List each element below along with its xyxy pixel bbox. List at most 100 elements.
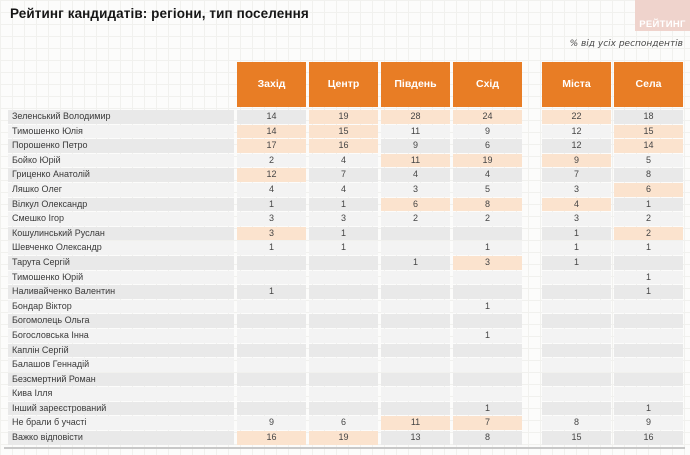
value-cell: 16 xyxy=(237,431,306,445)
value-cell: 1 xyxy=(614,241,683,255)
value-cell: 1 xyxy=(542,226,611,241)
value-cell: 1 xyxy=(453,241,522,255)
value-cell: 3 xyxy=(453,255,522,270)
value-cell: 17 xyxy=(237,139,306,153)
value-cell: 3 xyxy=(542,182,611,197)
value-cell xyxy=(614,358,683,372)
column-gap-cell xyxy=(525,402,539,416)
value-cell xyxy=(614,387,683,401)
candidate-name-cell: Каплін Сергій xyxy=(8,343,234,358)
value-cell: 3 xyxy=(381,182,450,197)
header-gap-spacer xyxy=(525,62,539,107)
column-gap-cell xyxy=(525,285,539,299)
column-gap-cell xyxy=(525,431,539,445)
candidate-name-cell: Балашов Геннадій xyxy=(8,358,234,372)
column-gap-cell xyxy=(525,241,539,255)
value-cell xyxy=(381,314,450,328)
candidate-name-cell: Ляшко Олег xyxy=(8,182,234,197)
value-cell: 6 xyxy=(614,182,683,197)
value-cell: 16 xyxy=(309,139,378,153)
value-cell: 1 xyxy=(453,401,522,416)
value-cell: 15 xyxy=(542,431,611,445)
value-cell xyxy=(453,270,522,285)
value-cell: 8 xyxy=(614,168,683,182)
column-gap-cell xyxy=(525,168,539,182)
candidate-name-cell: Не брали б участі xyxy=(8,416,234,431)
candidate-name-cell: Кошулинський Руслан xyxy=(8,226,234,241)
value-cell: 4 xyxy=(309,182,378,197)
value-cell xyxy=(381,358,450,372)
value-cell: 4 xyxy=(309,153,378,168)
value-cell xyxy=(542,270,611,285)
value-cell: 15 xyxy=(309,124,378,139)
value-cell: 1 xyxy=(309,241,378,255)
value-cell: 3 xyxy=(237,212,306,226)
value-cell: 22 xyxy=(542,110,611,124)
column-gap-cell xyxy=(525,212,539,226)
candidate-name-cell: Вілкул Олександр xyxy=(8,197,234,212)
value-cell: 11 xyxy=(381,153,450,168)
value-cell xyxy=(542,314,611,328)
value-cell xyxy=(614,255,683,270)
value-cell: 19 xyxy=(453,153,522,168)
value-cell xyxy=(381,387,450,401)
column-gap-cell xyxy=(525,110,539,124)
value-cell: 19 xyxy=(309,431,378,445)
value-cell xyxy=(237,299,306,314)
value-cell: 7 xyxy=(453,416,522,431)
candidate-name-cell: Інший зареєстрований xyxy=(8,401,234,416)
value-cell: 13 xyxy=(381,431,450,445)
candidate-name-cell: Тимошенко Юрій xyxy=(8,270,234,285)
candidate-name-cell: Порошенко Петро xyxy=(8,139,234,153)
column-gap-cell xyxy=(525,373,539,387)
column-gap-cell xyxy=(525,125,539,139)
candidate-name-cell: Богословська Інна xyxy=(8,328,234,343)
value-cell: 11 xyxy=(381,416,450,431)
value-cell xyxy=(453,285,522,299)
column-header-1: Захід xyxy=(237,62,306,107)
value-cell: 6 xyxy=(309,416,378,431)
value-cell: 2 xyxy=(453,212,522,226)
value-cell xyxy=(381,226,450,241)
value-cell: 3 xyxy=(309,212,378,226)
value-cell xyxy=(614,328,683,343)
value-cell: 6 xyxy=(453,139,522,153)
value-cell xyxy=(381,299,450,314)
value-cell: 9 xyxy=(614,416,683,431)
column-gap-cell xyxy=(525,198,539,212)
value-cell xyxy=(542,401,611,416)
value-cell: 1 xyxy=(453,328,522,343)
page-title: Рейтинг кандидатів: регіони, тип поселен… xyxy=(10,6,309,21)
value-cell: 4 xyxy=(237,182,306,197)
value-cell: 2 xyxy=(614,226,683,241)
value-cell xyxy=(381,285,450,299)
value-cell: 28 xyxy=(381,110,450,124)
value-cell xyxy=(542,343,611,358)
value-cell xyxy=(309,401,378,416)
column-gap-cell xyxy=(525,344,539,358)
value-cell xyxy=(542,358,611,372)
value-cell xyxy=(309,343,378,358)
value-cell: 4 xyxy=(381,168,450,182)
column-gap-cell xyxy=(525,183,539,197)
value-cell xyxy=(309,255,378,270)
value-cell xyxy=(309,372,378,387)
column-gap-cell xyxy=(525,154,539,168)
value-cell: 11 xyxy=(381,124,450,139)
value-cell xyxy=(237,401,306,416)
column-gap-cell xyxy=(525,227,539,241)
value-cell: 4 xyxy=(542,197,611,212)
ratings-table: Зеленський Володимир 14 19 28 24 22 18 Тимошенк… xyxy=(8,110,683,445)
value-cell: 1 xyxy=(614,270,683,285)
column-header-4: Схід xyxy=(453,62,522,107)
value-cell: 24 xyxy=(453,110,522,124)
candidate-name-cell: Бойко Юрій xyxy=(8,153,234,168)
column-gap-cell xyxy=(525,139,539,153)
value-cell xyxy=(381,372,450,387)
value-cell: 9 xyxy=(453,124,522,139)
column-header-2: Центр xyxy=(309,62,378,107)
column-gap-cell xyxy=(525,256,539,270)
value-cell xyxy=(542,387,611,401)
candidate-name-cell: Безсмертний Роман xyxy=(8,372,234,387)
column-header-5: Міста xyxy=(542,62,611,107)
